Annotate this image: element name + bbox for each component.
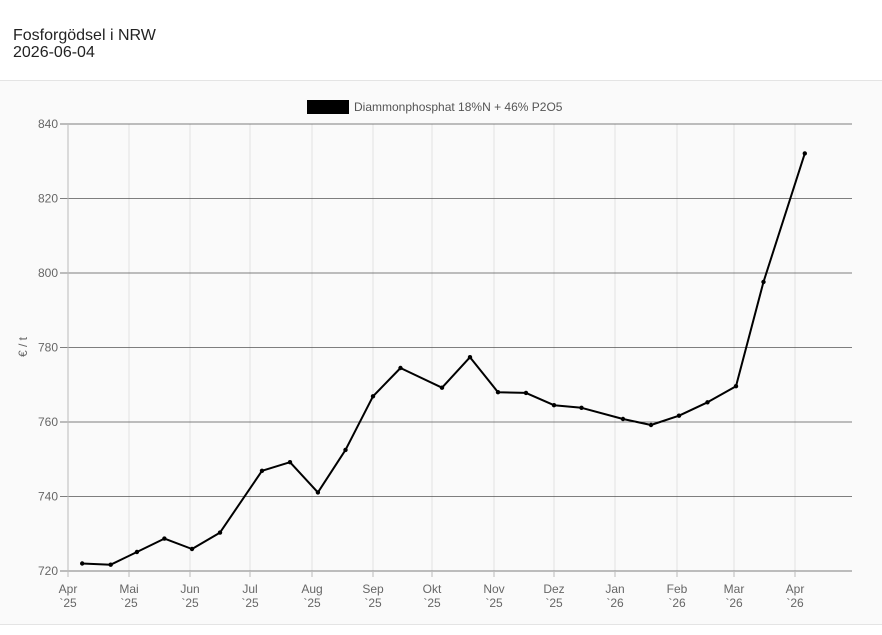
data-point <box>315 490 321 495</box>
grid-layer <box>60 123 852 572</box>
x-tick-label-year: `25 <box>303 596 321 610</box>
data-point <box>287 460 293 465</box>
x-tick-label-month: Mar <box>724 582 745 596</box>
x-tick-label-year: `25 <box>59 596 77 610</box>
report-date: 2026-06-04 <box>13 44 95 61</box>
data-point <box>370 394 376 399</box>
x-tick-label-month: Jan <box>605 582 624 596</box>
y-tick-label: 780 <box>38 341 58 355</box>
y-tick-label: 840 <box>38 117 58 131</box>
x-tick-label-year: `26 <box>725 596 743 610</box>
data-point <box>551 403 557 408</box>
x-tick-label-year: `26 <box>786 596 804 610</box>
data-point <box>648 422 654 428</box>
x-tick-label-month: Sep <box>362 582 384 596</box>
x-tick-label-month: Jun <box>180 582 199 596</box>
data-point <box>134 549 140 555</box>
y-tick-label: 800 <box>38 266 58 280</box>
x-tick-label-year: `25 <box>423 596 441 610</box>
data-point <box>162 536 167 541</box>
data-point <box>467 355 473 360</box>
data-point <box>761 279 766 285</box>
legend[interactable]: Diammonphosphat 18%N + 46% P2O5 <box>307 100 563 114</box>
y-tick-label: 740 <box>38 490 58 504</box>
legend-label[interactable]: Diammonphosphat 18%N + 46% P2O5 <box>354 100 563 114</box>
data-point <box>398 365 403 371</box>
axis-layer: 720740760780800820840Apr`25Mai`25Jun`25J… <box>38 117 804 610</box>
x-tick-label-month: Dez <box>543 582 564 596</box>
x-tick-label-year: `26 <box>606 596 624 610</box>
x-tick-label-month: Aug <box>301 582 322 596</box>
chart-panel <box>0 81 882 625</box>
data-point <box>80 561 85 566</box>
data-point <box>579 405 584 410</box>
data-point <box>439 385 445 390</box>
legend-swatch[interactable] <box>307 100 349 114</box>
x-tick-label-month: Apr <box>786 582 805 596</box>
x-tick-label-year: `25 <box>364 596 382 610</box>
x-tick-label-year: `25 <box>181 596 199 610</box>
y-tick-label: 720 <box>38 564 58 578</box>
x-tick-label-month: Mai <box>119 582 138 596</box>
x-tick-label-year: `25 <box>120 596 138 610</box>
data-point <box>705 400 710 405</box>
data-point <box>108 562 113 567</box>
series-layer <box>80 151 807 567</box>
page-title: Fosforgödsel i NRW <box>13 27 156 44</box>
x-tick-label-month: Okt <box>423 582 442 596</box>
y-tick-label: 820 <box>38 192 58 206</box>
data-point <box>259 468 265 473</box>
series-line <box>82 153 806 566</box>
x-tick-label-year: `26 <box>668 596 686 610</box>
data-point <box>733 384 739 389</box>
x-tick-label-month: Feb <box>667 582 688 596</box>
x-tick-label-month: Jul <box>242 582 257 596</box>
x-tick-label-year: `25 <box>545 596 563 610</box>
data-point <box>343 447 348 453</box>
y-axis-label: € / t <box>16 336 30 357</box>
page-header: Fosforgödsel i NRW 2026-06-04 <box>0 0 882 81</box>
data-point <box>620 416 626 422</box>
data-point <box>495 390 501 395</box>
data-point <box>676 413 682 418</box>
data-point <box>523 390 529 396</box>
x-tick-label-month: Nov <box>483 582 504 596</box>
x-tick-label-month: Apr <box>59 582 78 596</box>
x-tick-label-year: `25 <box>241 596 259 610</box>
y-tick-label: 760 <box>38 415 58 429</box>
data-point <box>802 151 807 156</box>
data-point <box>189 546 195 552</box>
x-tick-label-year: `25 <box>485 596 503 610</box>
data-point <box>217 530 223 535</box>
